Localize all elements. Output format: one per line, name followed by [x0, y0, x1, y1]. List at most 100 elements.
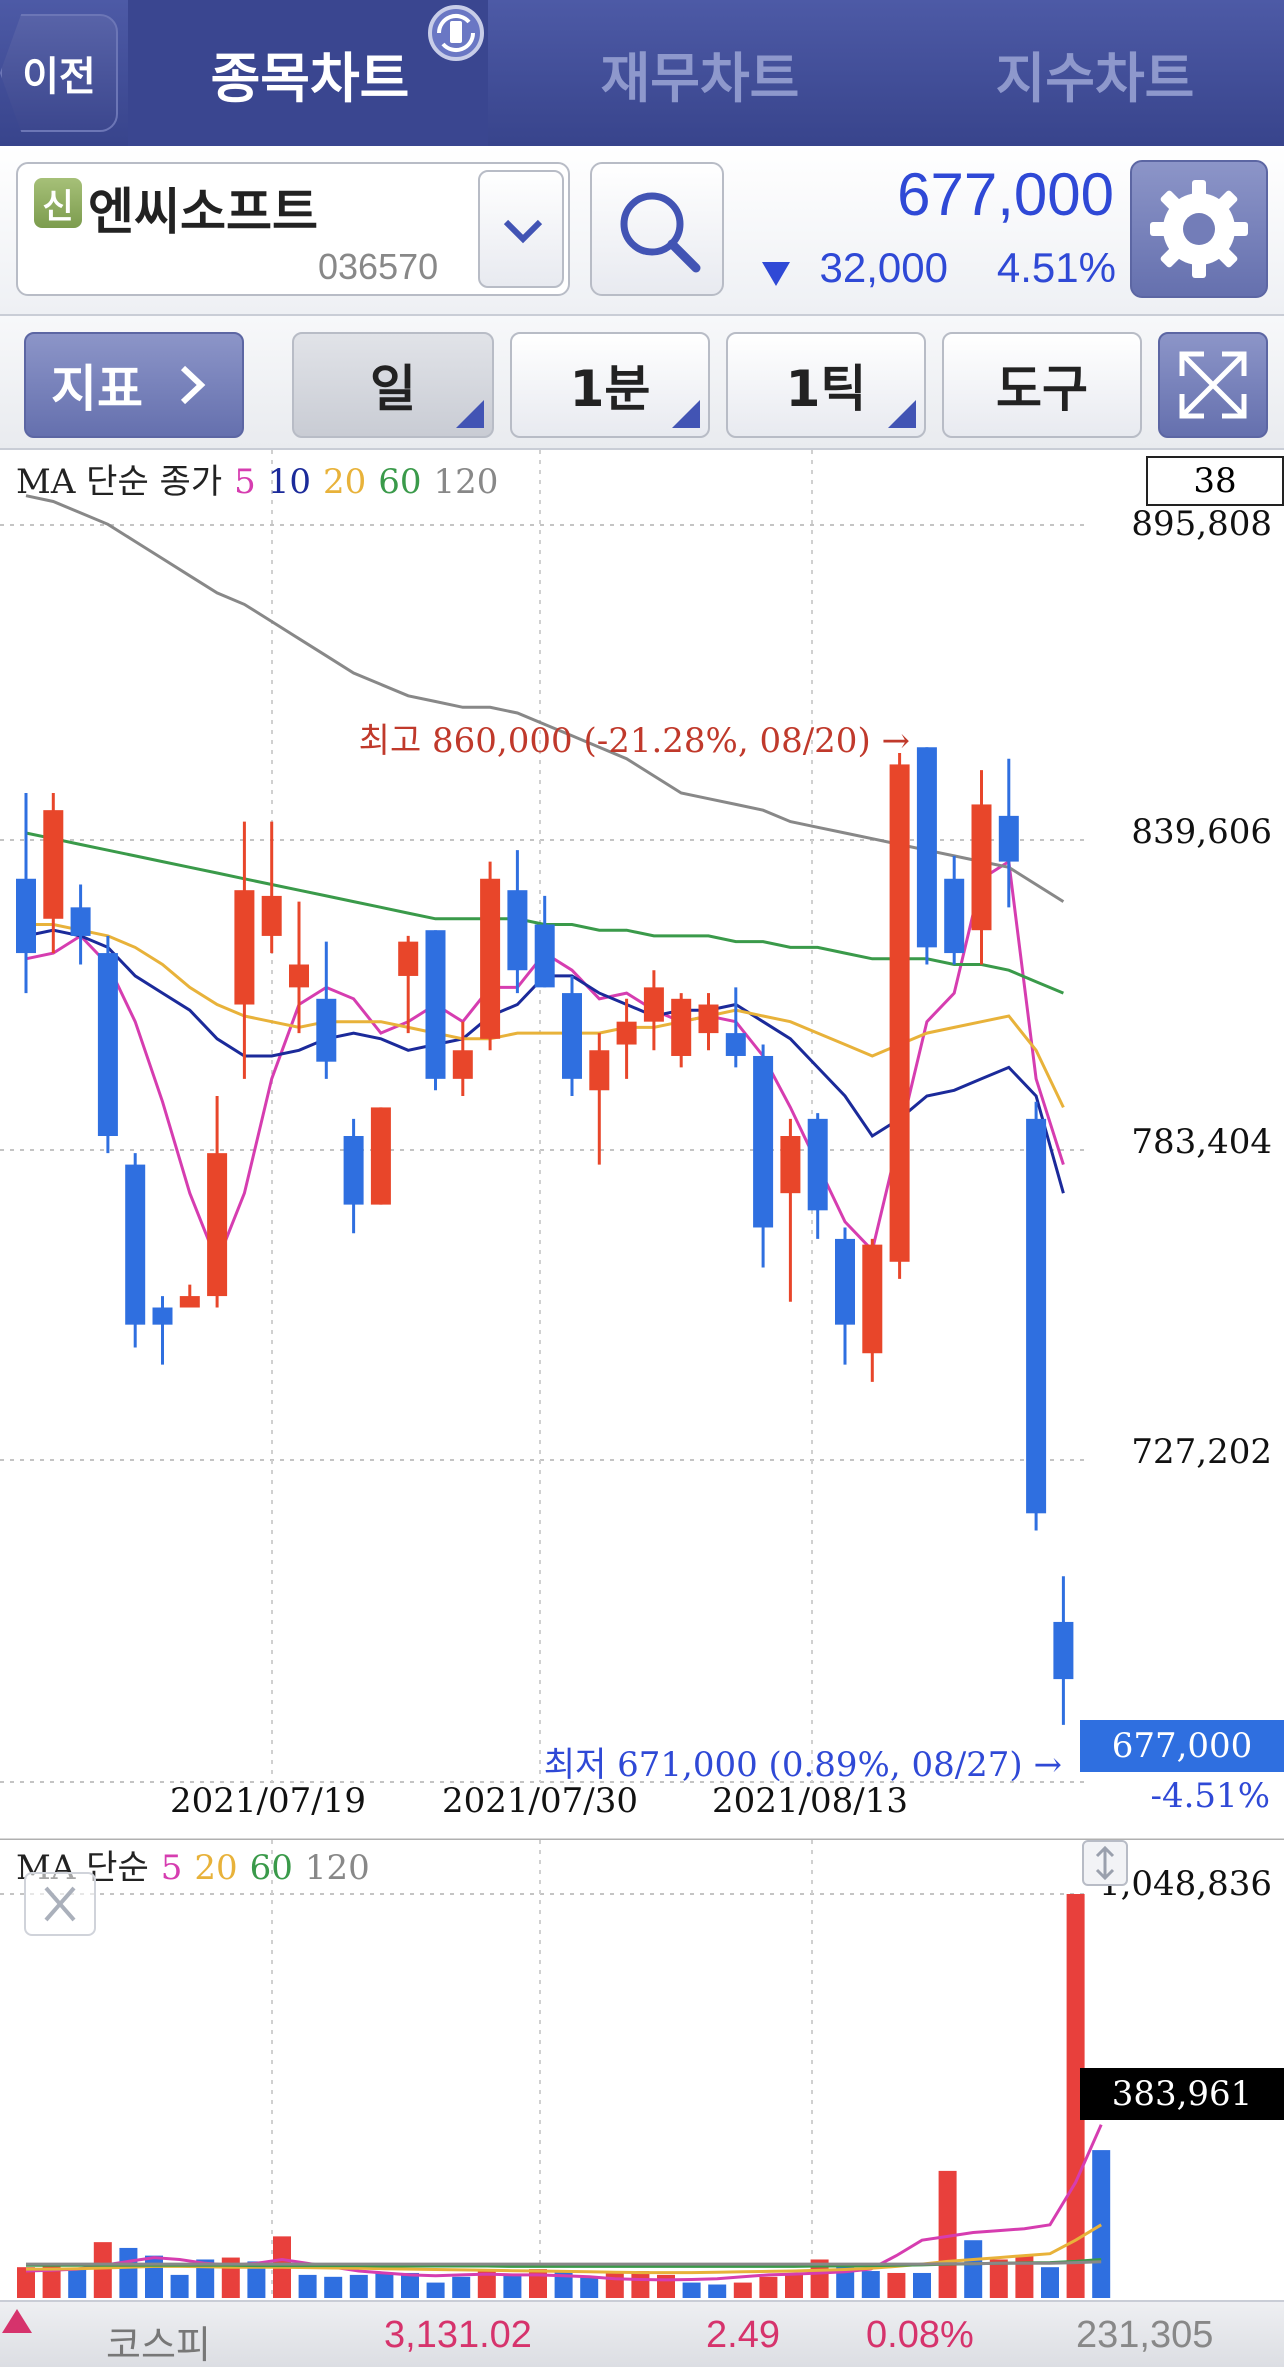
period-day-button[interactable]: 일 [292, 332, 494, 438]
volume-bar [554, 2271, 573, 2298]
candle-body [1026, 1118, 1047, 1514]
y-tick-label: 783,404 [1131, 1122, 1272, 1162]
volume-bar [247, 2261, 266, 2298]
volume-bar [119, 2247, 138, 2298]
search-button[interactable] [590, 162, 724, 296]
vol-ma20-label: 20 [194, 1848, 238, 1888]
settings-button[interactable] [1130, 160, 1268, 298]
candle-body [562, 993, 582, 1079]
resize-arrows-icon [1095, 1845, 1115, 1881]
close-panel-button[interactable] [24, 1872, 96, 1936]
index-name: 코스피 [106, 2323, 211, 2367]
period-minute-button[interactable]: 1분 [510, 332, 710, 438]
x-date-label: 2021/08/13 [712, 1781, 908, 1821]
candle-body [398, 941, 419, 976]
volume-bar [1041, 2267, 1059, 2298]
credit-badge: 신 [34, 178, 82, 228]
volume-bar [887, 2272, 906, 2298]
expand-icon [1179, 351, 1247, 419]
price-chart-svg[interactable]: 최고 860,000 (-21.28%, 08/20) → 최저 671,000 … [0, 450, 1284, 1842]
up-triangle-icon [2, 2309, 32, 2333]
volume-bar [477, 2271, 496, 2298]
candle-body [725, 1033, 746, 1056]
volume-bar [93, 2242, 112, 2298]
current-volume-tag: 383,961 [1080, 2068, 1284, 2120]
indicator-label: 지표 [51, 360, 143, 418]
volume-chart[interactable]: MA 단순 5 20 60 120 1,048,836 [0, 1840, 1284, 2300]
down-triangle-icon [762, 262, 790, 286]
phone-rotate-icon[interactable] [425, 2, 487, 64]
stock-dropdown-button[interactable] [478, 170, 564, 288]
top-tab-bar: 이전 종목차트 재무차트 지수차트 [0, 0, 1284, 146]
candle-body [916, 747, 937, 948]
tab-financial-chart[interactable]: 재무차트 [600, 46, 800, 110]
tools-button[interactable]: 도구 [942, 332, 1142, 438]
index-change: 2.49 [706, 2314, 780, 2356]
candle-body [16, 878, 36, 954]
volume-bar [375, 2272, 394, 2298]
stock-info-row: 신 엔씨소프트 036570 677,000 32,000 4.51% [0, 146, 1284, 316]
candle-body [971, 804, 992, 931]
vol-ma5-label: 5 [160, 1848, 183, 1888]
candle-body [316, 998, 337, 1062]
current-price: 677,000 [897, 161, 1114, 228]
volume-bar [17, 2267, 35, 2298]
volume-bar [964, 2240, 983, 2298]
dropdown-corner-icon [456, 400, 484, 428]
price-chart[interactable]: 최고 860,000 (-21.28%, 08/20) → 최저 671,000 … [0, 450, 1284, 1842]
volume-bar [938, 2170, 957, 2298]
candle-body [835, 1238, 855, 1325]
panel-resize-button[interactable] [1082, 1840, 1128, 1886]
candle-body [179, 1296, 200, 1308]
candle-body [643, 987, 664, 1022]
vol-ma60-label: 60 [249, 1848, 293, 1888]
candle-count-box[interactable]: 38 [1146, 456, 1284, 506]
candle-body [370, 1107, 391, 1205]
tab-index-chart[interactable]: 지수차트 [995, 46, 1195, 110]
y-tick-label: 839,606 [1131, 812, 1272, 852]
current-price-tag: 677,000 [1080, 1720, 1284, 1772]
candle-body [998, 815, 1019, 862]
volume-bar [324, 2276, 343, 2298]
tab-stock-chart[interactable]: 종목차트 [210, 46, 410, 110]
back-button[interactable]: 이전 [0, 14, 118, 132]
volume-bar [68, 2269, 87, 2298]
index-ticker-bar[interactable]: 코스피 3,131.02 2.49 0.08% 231,305 [0, 2300, 1284, 2367]
candle-body [97, 953, 118, 1137]
volume-bar [1092, 2150, 1111, 2298]
stock-code: 036570 [318, 246, 439, 287]
volume-bar [401, 2272, 419, 2298]
candle-body [207, 1153, 228, 1297]
volume-bar [1015, 2255, 1034, 2298]
indicator-button[interactable]: 지표 [24, 332, 244, 438]
ma120-label: 120 [433, 462, 499, 502]
candle-body [125, 1164, 146, 1325]
candle-body [753, 1055, 774, 1228]
y-tick-label: 895,808 [1131, 504, 1272, 544]
volume-bar [145, 2255, 163, 2298]
volume-bar [605, 2272, 624, 2298]
active-tab-highlight [128, 0, 488, 146]
tools-label: 도구 [996, 360, 1088, 418]
search-icon [620, 192, 701, 273]
volume-bar [170, 2274, 189, 2298]
period-tick-button[interactable]: 1틱 [726, 332, 926, 438]
x-date-label: 2021/07/30 [442, 1781, 638, 1821]
candle-body [152, 1307, 173, 1325]
volume-bar [196, 2259, 215, 2298]
volume-bar [989, 2259, 1008, 2298]
candle-body [1053, 1621, 1074, 1680]
candle-body [70, 907, 91, 936]
high-annotation: 최고 860,000 (-21.28%, 08/20) → [359, 721, 910, 761]
stock-selector[interactable]: 신 엔씨소프트 036570 [16, 162, 570, 296]
gear-icon [1150, 180, 1248, 278]
volume-chart-svg[interactable] [0, 1840, 1284, 2300]
candle-body [944, 878, 965, 954]
price-change: 32,000 [819, 244, 948, 291]
price-legend-title: MA 단순 종가 [16, 462, 223, 502]
fullscreen-button[interactable] [1158, 332, 1268, 438]
ma60-label: 60 [378, 462, 422, 502]
volume-bar [42, 2265, 61, 2298]
volume-bar [426, 2282, 445, 2298]
volume-bar [759, 2276, 778, 2298]
